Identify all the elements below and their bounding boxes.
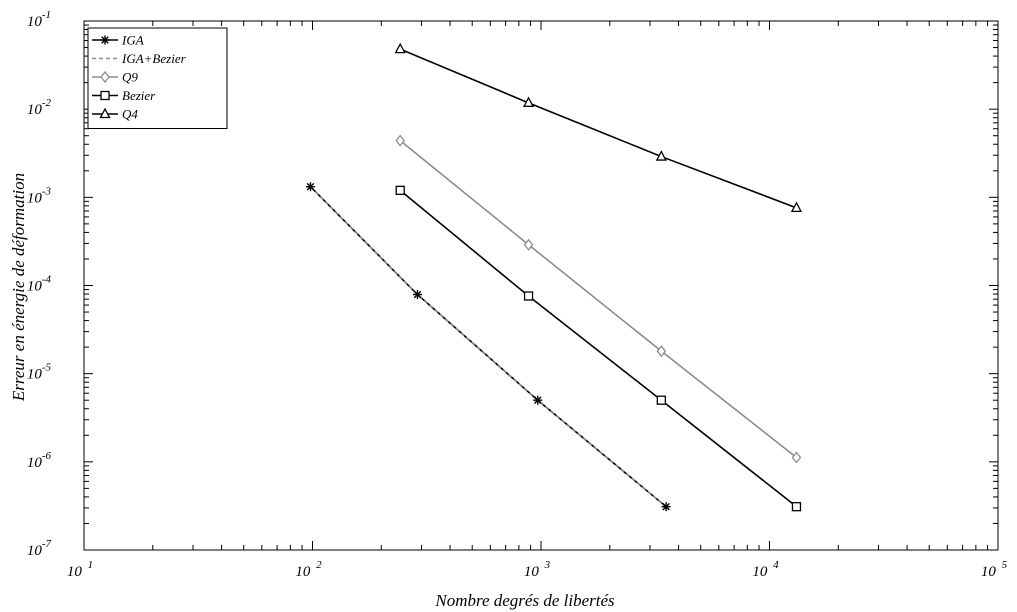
y-tick-label: 10-6 xyxy=(27,450,52,471)
series-line-iga-bezier xyxy=(309,186,667,508)
x-tick-exponent: 1 xyxy=(85,559,93,571)
series-layer xyxy=(305,42,803,512)
legend-marker-bezier xyxy=(100,90,110,101)
y-tick-base: 10 xyxy=(27,102,43,118)
x-tick-base: 10 xyxy=(524,564,540,580)
y-tick-exponent: -4 xyxy=(42,274,52,286)
legend: IGA IGA+Bezier Q9 Bezier Q4 xyxy=(87,27,228,129)
star-stroke xyxy=(306,182,315,191)
y-tick-base: 10 xyxy=(27,543,43,559)
y-tick-exponent: -3 xyxy=(42,185,52,197)
data-point-q9 xyxy=(656,345,667,358)
y-tick-exponent: -6 xyxy=(42,450,52,462)
data-point-q4 xyxy=(790,201,803,212)
legend-box xyxy=(87,27,228,129)
data-point-q4 xyxy=(394,42,406,54)
data-point-iga xyxy=(533,395,543,405)
y-tick-label: 10-7 xyxy=(27,538,52,559)
legend-label-bezier: Bezier xyxy=(122,88,156,103)
data-point-bezier xyxy=(395,185,405,196)
y-tick-label: 10-1 xyxy=(27,9,51,30)
data-point-iga xyxy=(412,290,422,300)
star-stroke xyxy=(101,36,109,44)
y-tick-label: 10-2 xyxy=(27,97,52,118)
legend-label-iga: IGA xyxy=(121,33,144,48)
series-line-iga xyxy=(309,186,667,508)
axis-ticks: 10 1 10 2 10 3 10 4 10 510-710-610-510-410-3… xyxy=(27,9,1008,580)
data-point-q9 xyxy=(395,134,406,147)
x-tick-exponent: 4 xyxy=(770,559,779,571)
data-point-bezier xyxy=(656,395,666,405)
x-tick-label: 10 3 xyxy=(524,559,551,580)
y-tick-base: 10 xyxy=(27,190,43,206)
x-tick-exponent: 2 xyxy=(313,559,322,571)
star-stroke xyxy=(662,502,670,511)
y-tick-exponent: -1 xyxy=(42,9,51,21)
y-tick-label: 10-3 xyxy=(27,185,52,206)
star-stroke xyxy=(413,290,422,299)
data-point-q4 xyxy=(655,150,667,161)
y-axis-title: Erreur en énergie de déformation xyxy=(9,173,28,402)
y-tick-label: 10-4 xyxy=(27,274,52,295)
y-tick-base: 10 xyxy=(27,279,43,295)
data-point-q4 xyxy=(522,96,535,107)
y-tick-exponent: -2 xyxy=(42,97,52,109)
x-tick-label: 10 4 xyxy=(752,559,779,580)
data-point-bezier xyxy=(523,291,534,301)
x-tick-label: 10 5 xyxy=(981,559,1008,580)
x-tick-label: 10 2 xyxy=(295,559,322,580)
legend-marker-q4 xyxy=(99,107,111,119)
y-tick-exponent: -7 xyxy=(42,538,52,550)
series-line-q9 xyxy=(399,139,797,459)
y-tick-base: 10 xyxy=(27,14,43,30)
data-point-q9 xyxy=(791,451,802,464)
x-tick-base: 10 xyxy=(295,564,311,580)
x-tick-exponent: 3 xyxy=(542,559,551,571)
data-point-iga xyxy=(305,182,315,192)
x-axis-title: Nombre degrés de libertés xyxy=(434,591,615,610)
legend-label-iga-bezier: IGA+Bezier xyxy=(121,51,187,66)
legend-marker-q9 xyxy=(100,70,110,84)
data-point-q9 xyxy=(523,238,534,251)
y-tick-base: 10 xyxy=(27,455,43,471)
x-tick-base: 10 xyxy=(752,564,768,580)
legend-label-q9: Q9 xyxy=(122,70,138,85)
data-point-iga xyxy=(661,502,671,512)
x-tick-base: 10 xyxy=(981,564,997,580)
legend-marker-iga xyxy=(100,35,110,45)
x-tick-label: 10 1 xyxy=(67,559,93,580)
y-tick-exponent: -5 xyxy=(42,362,52,374)
series-line-q4 xyxy=(399,48,797,209)
x-tick-exponent: 5 xyxy=(999,559,1008,571)
series-line-bezier xyxy=(399,189,797,508)
y-tick-label: 10-5 xyxy=(27,362,52,383)
star-stroke xyxy=(533,396,542,405)
x-tick-base: 10 xyxy=(67,564,83,580)
legend-label-q4: Q4 xyxy=(122,107,138,122)
data-point-bezier xyxy=(791,502,802,512)
y-tick-base: 10 xyxy=(27,367,43,383)
